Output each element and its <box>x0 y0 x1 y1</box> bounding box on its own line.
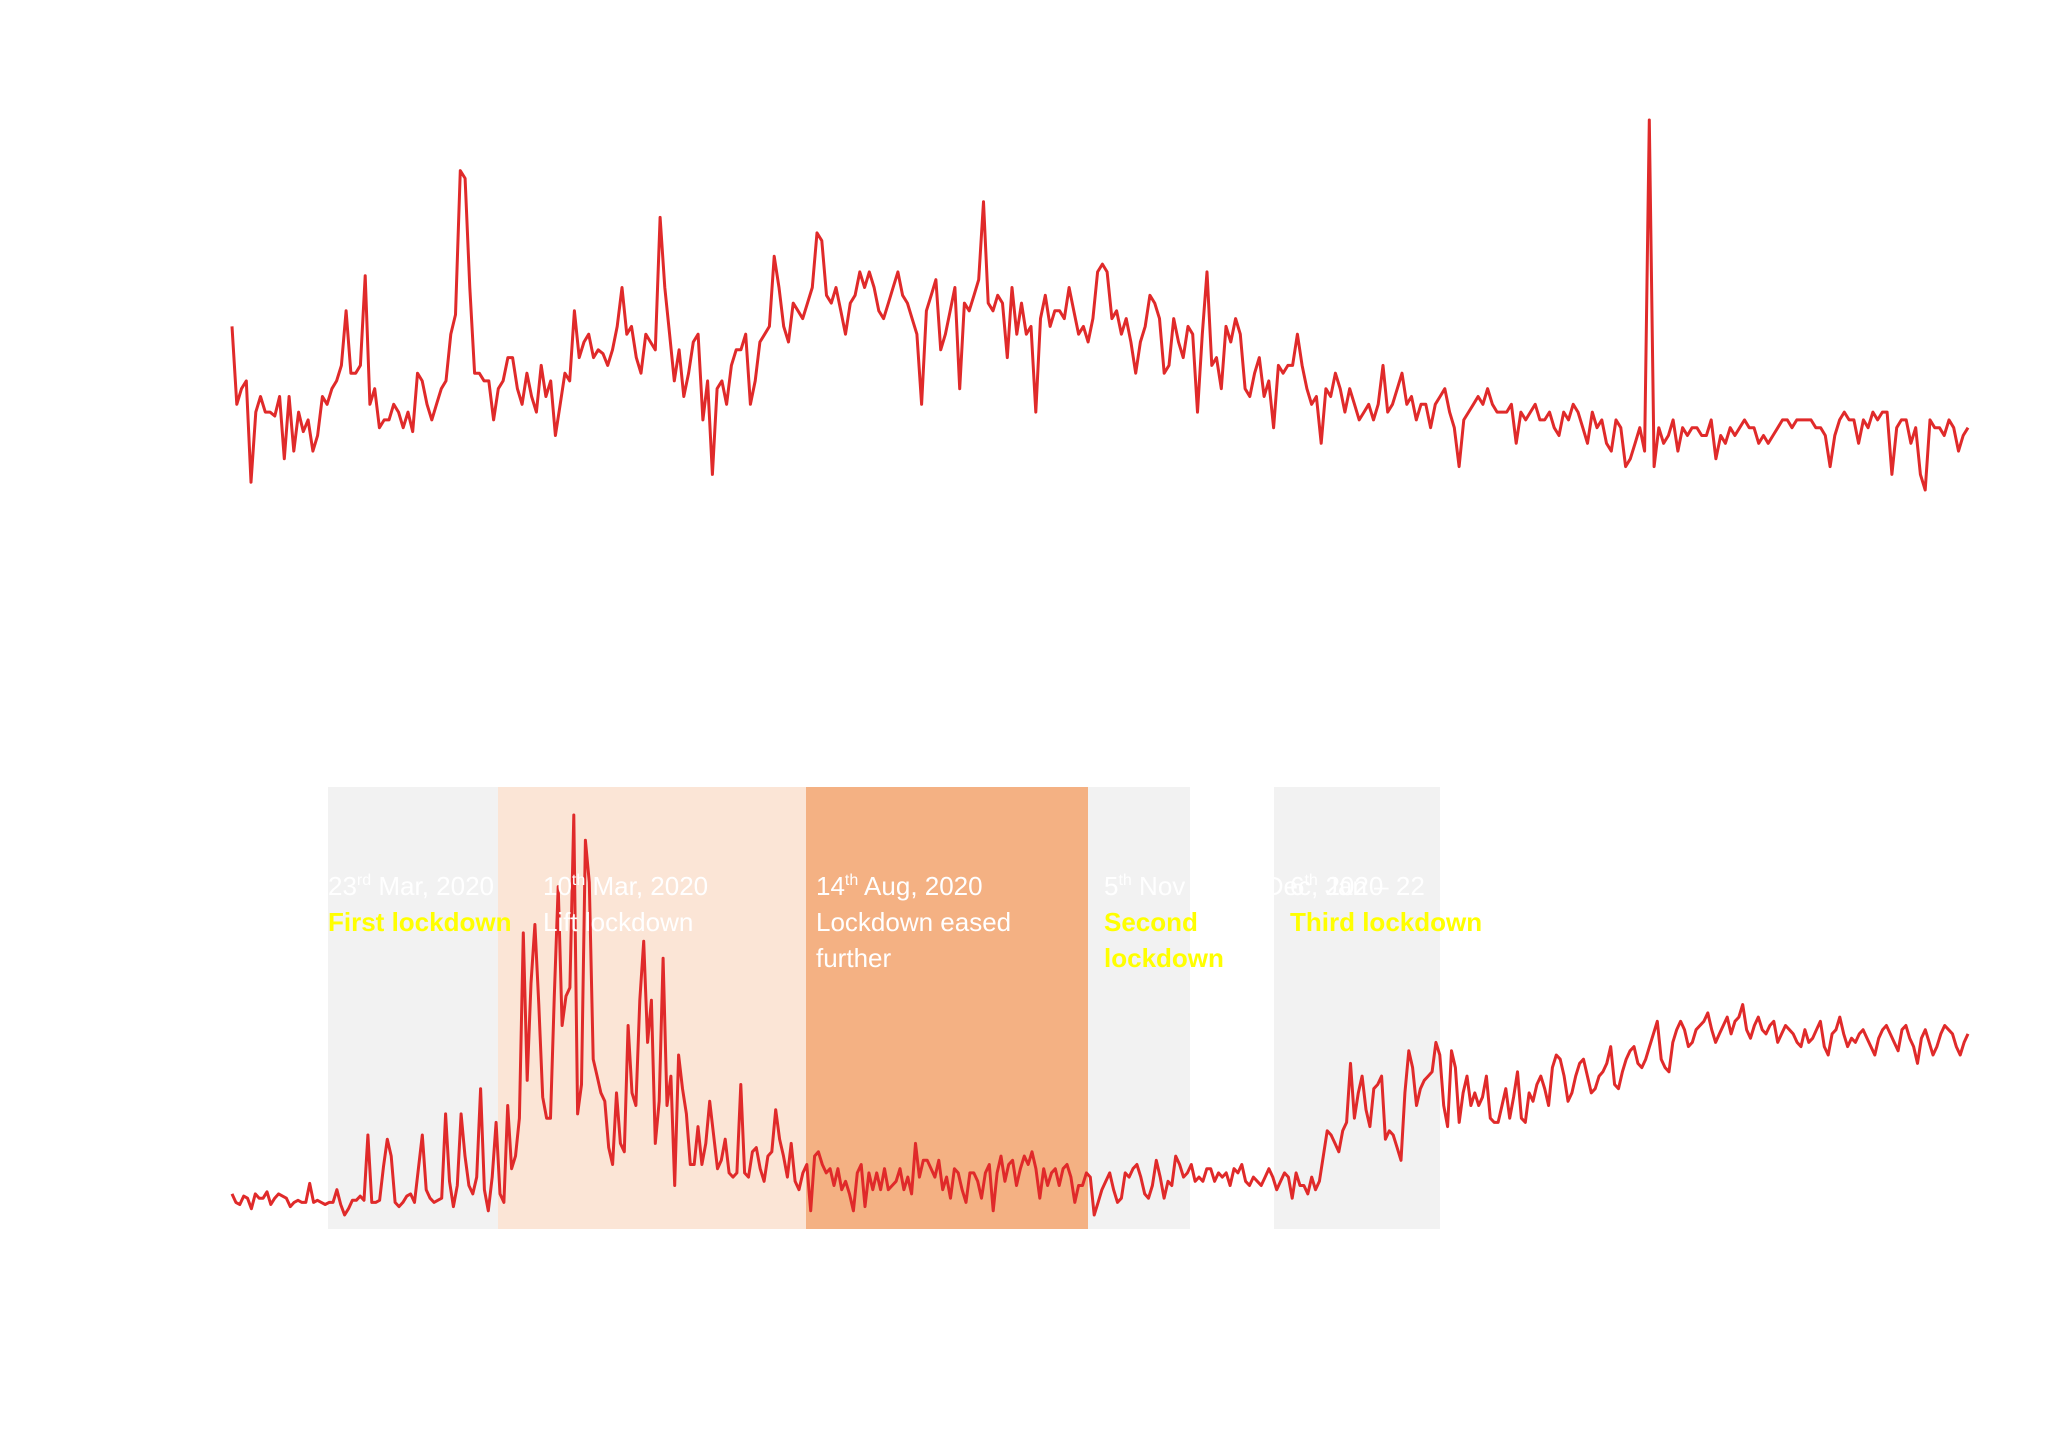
bottom-panel: 23rd Mar, 2020 First lockdown 10th Mar, 20… <box>230 787 1970 1229</box>
lockdown-annotations: 23rd Mar, 2020 First lockdown 10th Mar, 20… <box>328 871 1482 973</box>
lockdown-annotation: 10th Mar, 2020 Lift lockdown <box>543 871 708 937</box>
bottom-series-line <box>230 813 1970 1217</box>
annotation-label: lockdown <box>1104 943 1224 973</box>
lockdown-bands <box>328 787 1440 1229</box>
annotation-label: Third lockdown <box>1290 907 1482 937</box>
annotation-date: 5th Nov – 2nd Dec, 2020 <box>1104 871 1383 901</box>
lockdown-annotation: 14th Aug, 2020 Lockdown eased further <box>816 871 1011 973</box>
annotation-label: Second <box>1104 907 1198 937</box>
annotation-date: 23rd Mar, 2020 <box>328 871 494 901</box>
lockdown-band <box>1088 787 1190 1229</box>
annotation-date: 14th Aug, 2020 <box>816 871 983 901</box>
top-series <box>230 118 1970 492</box>
lockdown-band <box>1274 787 1440 1229</box>
lockdown-annotation: 23rd Mar, 2020 First lockdown <box>328 871 511 937</box>
lockdown-band <box>806 787 1088 1229</box>
annotation-label: First lockdown <box>328 907 511 937</box>
lockdown-annotation: 6th Jan – 22 Third lockdown <box>1290 871 1482 937</box>
annotation-label: Lockdown eased <box>816 907 1011 937</box>
annotation-label: further <box>816 943 891 973</box>
top-series-line <box>230 118 1970 492</box>
annotation-date: 10th Mar, 2020 <box>543 871 708 901</box>
lockdown-band <box>328 787 498 1229</box>
annotation-label: Lift lockdown <box>543 907 693 937</box>
annotation-date: 6th Jan – 22 <box>1290 871 1425 901</box>
lockdown-annotation: 5th Nov – 2nd Dec, 2020 Second lockdown <box>1104 871 1383 973</box>
top-panel <box>230 118 1970 492</box>
bottom-series <box>230 813 1970 1217</box>
